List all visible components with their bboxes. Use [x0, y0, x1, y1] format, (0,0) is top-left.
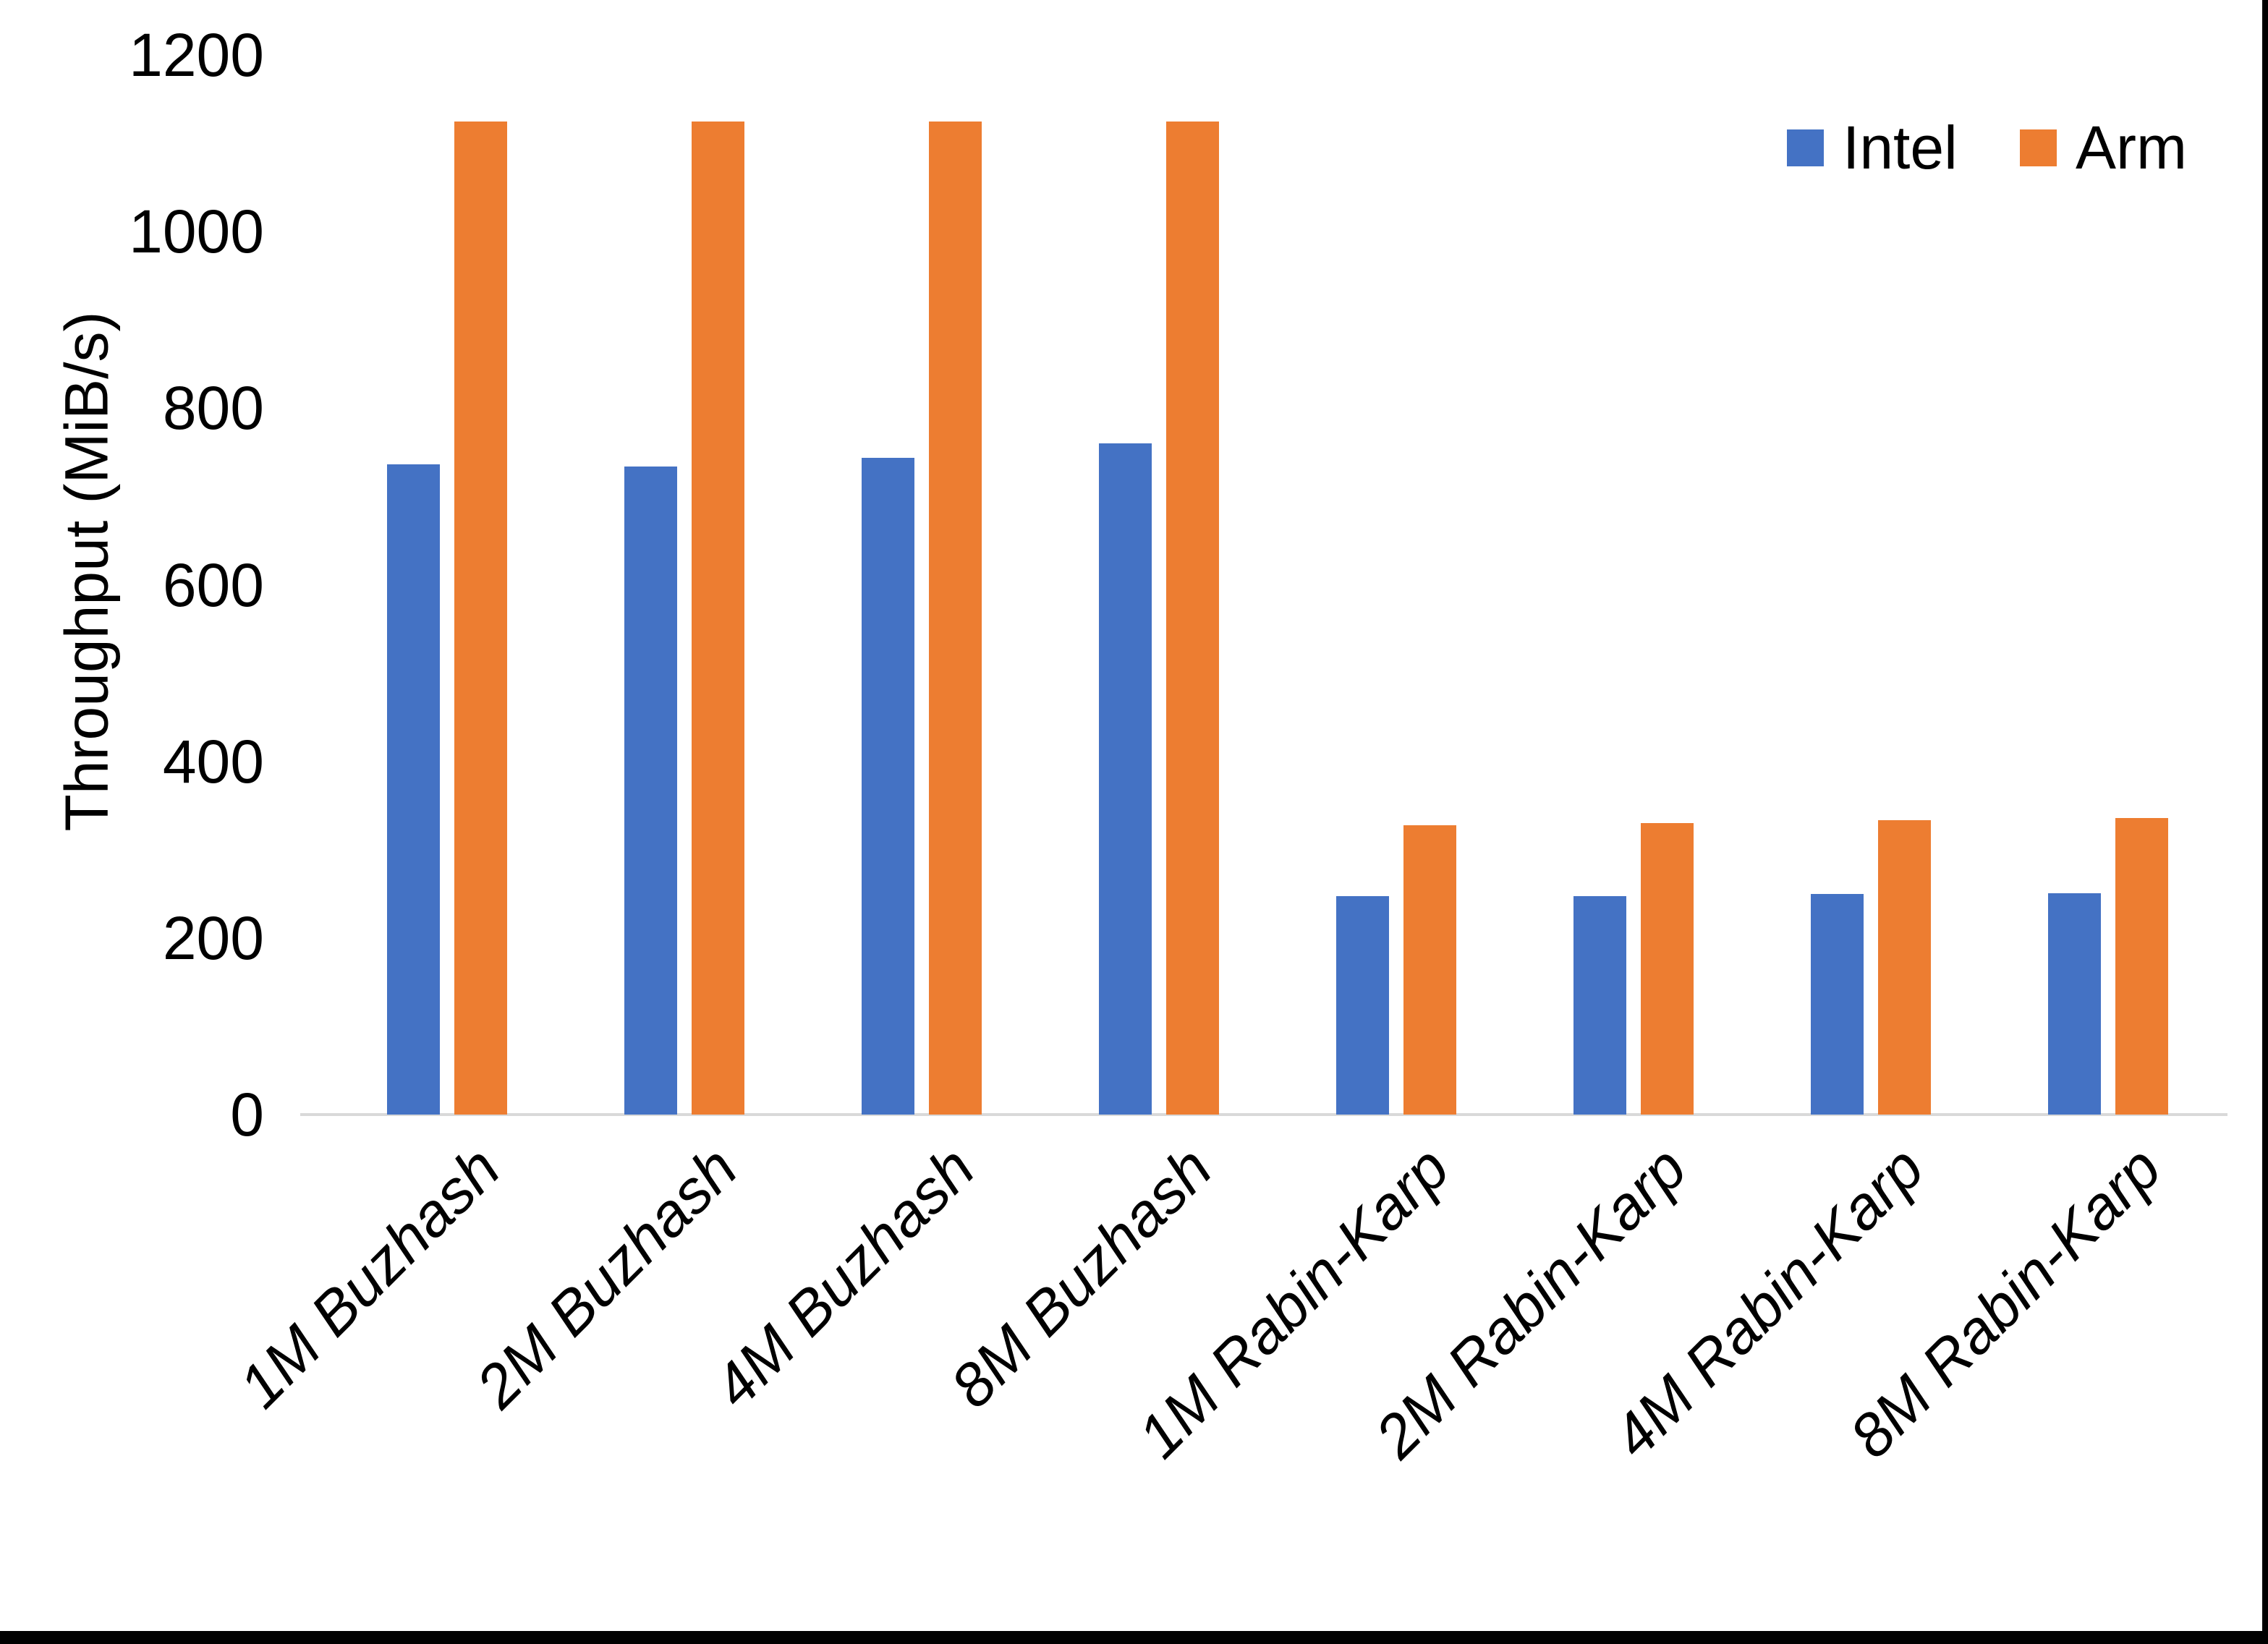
y-axis-tick-label: 200 — [162, 903, 264, 972]
bar-intel-2m-buzhash — [624, 466, 677, 1115]
legend-label-intel: Intel — [1843, 114, 1958, 182]
bar-arm-2m-rabin-karp — [1641, 823, 1694, 1115]
bar-intel-1m-rabin-karp — [1336, 896, 1389, 1115]
y-axis-tick-label: 0 — [230, 1081, 264, 1149]
y-axis-tick-label: 400 — [162, 727, 264, 796]
bar-intel-4m-rabin-karp — [1811, 893, 1864, 1115]
x-axis-line — [300, 1113, 2227, 1116]
bar-intel-2m-rabin-karp — [1573, 896, 1626, 1115]
legend-label-arm: Arm — [2076, 114, 2187, 182]
y-axis-tick-label: 800 — [162, 374, 264, 443]
bar-intel-8m-buzhash — [1099, 443, 1152, 1115]
legend-item-intel: Intel — [1787, 117, 1958, 178]
bar-intel-4m-buzhash — [862, 457, 914, 1115]
bar-intel-1m-buzhash — [387, 464, 440, 1115]
bar-arm-8m-rabin-karp — [2115, 817, 2168, 1115]
legend-item-arm: Arm — [2020, 117, 2187, 178]
window-bottom-border — [0, 1631, 2268, 1644]
y-axis-tick-label: 1200 — [129, 21, 264, 89]
y-axis-tick-label: 1000 — [129, 197, 264, 266]
bar-arm-1m-buzhash — [454, 121, 507, 1115]
legend-swatch-intel — [1787, 129, 1824, 166]
window-right-border — [2262, 0, 2268, 1644]
bar-arm-2m-buzhash — [692, 121, 744, 1115]
bar-intel-8m-rabin-karp — [2048, 893, 2101, 1115]
bar-arm-4m-buzhash — [929, 121, 982, 1115]
y-axis-tick-label: 600 — [162, 550, 264, 619]
legend-swatch-arm — [2020, 129, 2057, 166]
bar-arm-8m-buzhash — [1166, 121, 1219, 1115]
bar-arm-4m-rabin-karp — [1878, 820, 1931, 1115]
bar-arm-1m-rabin-karp — [1403, 825, 1456, 1115]
